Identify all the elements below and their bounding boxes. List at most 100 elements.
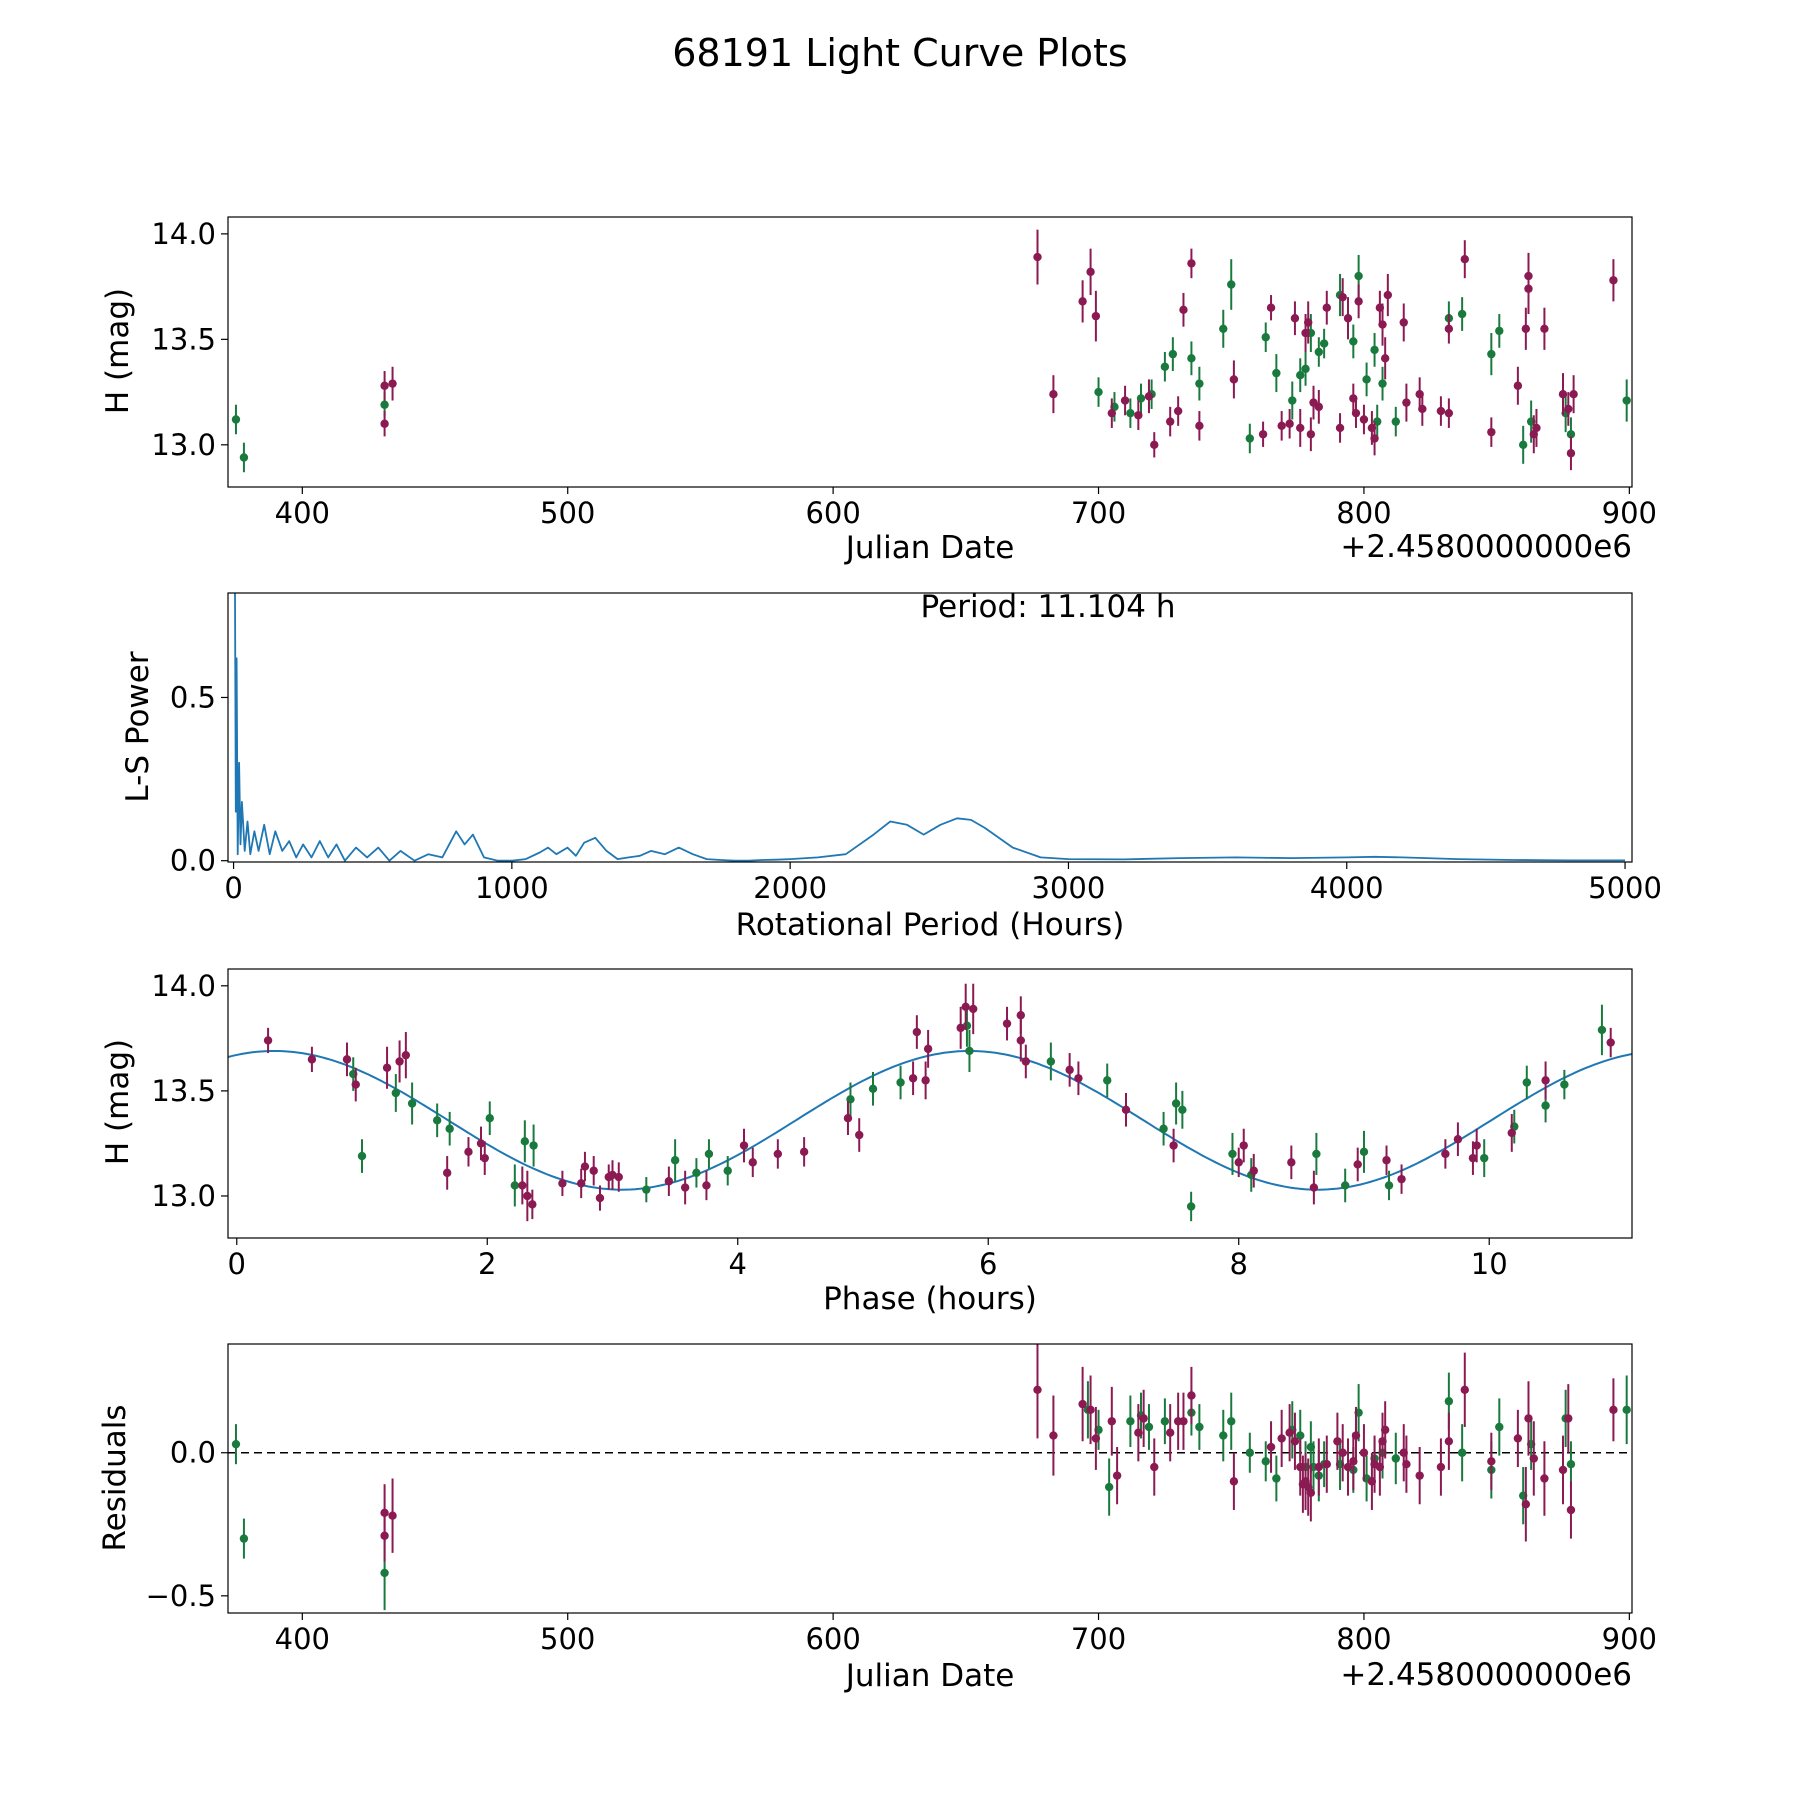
periodogram-xtick-label: 2000: [753, 871, 827, 905]
residuals-point-green: [1245, 1448, 1255, 1457]
lightcurve-point-purple: [1343, 314, 1353, 323]
phased-point-green: [692, 1168, 701, 1178]
residuals-xtick-label: 800: [1336, 1622, 1391, 1656]
phased-xtick-label: 10: [1471, 1247, 1508, 1281]
periodogram-power-line: [234, 593, 1625, 862]
lightcurve-point-purple: [1351, 408, 1361, 418]
lightcurve-xlabel: Julian Date: [844, 530, 1015, 566]
periodogram-ytick-label: 0.5: [170, 680, 216, 714]
phased-point-purple: [1606, 1038, 1615, 1047]
lightcurve-point-green: [1136, 394, 1146, 403]
phased-point-purple: [518, 1181, 527, 1190]
phased-point-purple: [1121, 1105, 1131, 1115]
phased-point-green: [510, 1181, 520, 1190]
residuals-point-purple: [1086, 1405, 1095, 1415]
lightcurve-point-purple: [1444, 408, 1454, 418]
lightcurve-plot-area: [231, 229, 1631, 473]
lightcurve-point-purple: [1524, 284, 1533, 293]
lightcurve-point-green: [1349, 337, 1358, 346]
lightcurve-point-purple: [1609, 276, 1618, 285]
lightcurve-point-green: [1296, 371, 1305, 380]
lightcurve-point-purple: [1120, 396, 1130, 405]
phased-point-purple: [442, 1168, 452, 1178]
residuals-point-purple: [1322, 1459, 1331, 1469]
phased-point-green: [1597, 1025, 1607, 1035]
residuals-point-green: [1219, 1431, 1228, 1440]
residuals-point-purple: [1444, 1437, 1454, 1446]
phased-xtick-label: 0: [228, 1247, 246, 1281]
lightcurve-point-purple: [388, 379, 397, 388]
residuals-plot-area: [228, 1344, 1632, 1611]
lightcurve-point-purple: [1521, 324, 1531, 333]
phased-point-green: [1384, 1181, 1394, 1190]
residuals-ytick-label: 0.0: [170, 1436, 216, 1470]
phased-point-purple: [1016, 1011, 1026, 1020]
residuals-point-purple: [1487, 1457, 1496, 1466]
lightcurve-point-green: [1362, 375, 1371, 384]
lightcurve-offset-text: +2.4580000000e6: [1340, 529, 1632, 565]
lightcurve-point-purple: [1383, 290, 1393, 300]
phased-point-green: [670, 1156, 680, 1165]
phased-point-purple: [799, 1147, 809, 1157]
lightcurve-point-purple: [1290, 314, 1300, 323]
periodogram-ylabel: L-S Power: [120, 651, 156, 802]
residuals-point-green: [380, 1568, 389, 1578]
lightcurve-point-purple: [1564, 404, 1573, 414]
lightcurve-point-purple: [1091, 311, 1101, 321]
residuals-point-purple: [1078, 1399, 1087, 1409]
residuals-point-purple: [1314, 1462, 1324, 1472]
phased-point-green: [1522, 1078, 1531, 1087]
residuals-offset-text: +2.4580000000e6: [1340, 1657, 1632, 1693]
lightcurve-point-purple: [1144, 392, 1154, 401]
residuals-point-purple: [1285, 1428, 1294, 1437]
phased-point-green: [1359, 1147, 1369, 1157]
lightcurve-axes-frame: [227, 216, 1633, 488]
lightcurve-point-green: [1126, 408, 1135, 418]
lightcurve-point-purple: [380, 419, 389, 428]
lightcurve-point-green: [1314, 347, 1324, 357]
lightcurve-point-purple: [1187, 259, 1196, 268]
lightcurve-point-purple: [1399, 318, 1408, 327]
lightcurve-xtick-label: 700: [1071, 496, 1126, 530]
phased-point-purple: [307, 1055, 317, 1064]
residuals-point-purple: [1566, 1505, 1576, 1515]
phased-point-purple: [1453, 1135, 1463, 1144]
phased-point-purple: [680, 1183, 690, 1192]
phased-point-purple: [1002, 1019, 1012, 1028]
lightcurve-point-green: [1495, 326, 1504, 336]
lightcurve-point-green: [1566, 430, 1576, 439]
phased-model-curve: [228, 1050, 1632, 1191]
phased-point-purple: [576, 1179, 586, 1188]
residuals-point-green: [239, 1534, 249, 1543]
residuals-point-purple: [1306, 1488, 1316, 1498]
residuals-point-green: [1227, 1417, 1236, 1426]
phased-point-green: [723, 1166, 732, 1175]
phased-point-purple: [1309, 1183, 1319, 1192]
residuals-point-purple: [1229, 1477, 1239, 1486]
lightcurve-point-purple: [1532, 423, 1541, 433]
residuals-point-green: [1160, 1417, 1170, 1426]
phased-xlabel: Phase (hours): [823, 1281, 1037, 1317]
lightcurve-point-purple: [1402, 398, 1411, 407]
lightcurve-point-purple: [1107, 408, 1117, 418]
phased-point-purple: [1249, 1166, 1258, 1175]
lightcurve-point-purple: [1266, 303, 1276, 312]
residuals-point-green: [1126, 1417, 1135, 1426]
residuals-xtick-label: 600: [805, 1622, 860, 1656]
lightcurve-point-purple: [1086, 267, 1095, 277]
residuals-point-purple: [1338, 1448, 1347, 1457]
lightcurve-point-green: [1378, 379, 1387, 388]
phased-point-purple: [739, 1141, 749, 1150]
residuals-point-purple: [1134, 1428, 1143, 1437]
residuals-point-green: [1261, 1457, 1270, 1466]
lightcurve-point-purple: [1444, 324, 1454, 333]
phased-point-green: [432, 1116, 442, 1125]
phased-point-purple: [523, 1191, 532, 1201]
lightcurve-point-green: [1301, 364, 1310, 374]
phased-point-purple: [464, 1147, 473, 1157]
residuals-point-purple: [1266, 1442, 1276, 1452]
lightcurve-xtick-label: 600: [805, 496, 860, 530]
residuals-point-purple: [388, 1511, 397, 1520]
residuals-point-purple: [1402, 1459, 1411, 1469]
